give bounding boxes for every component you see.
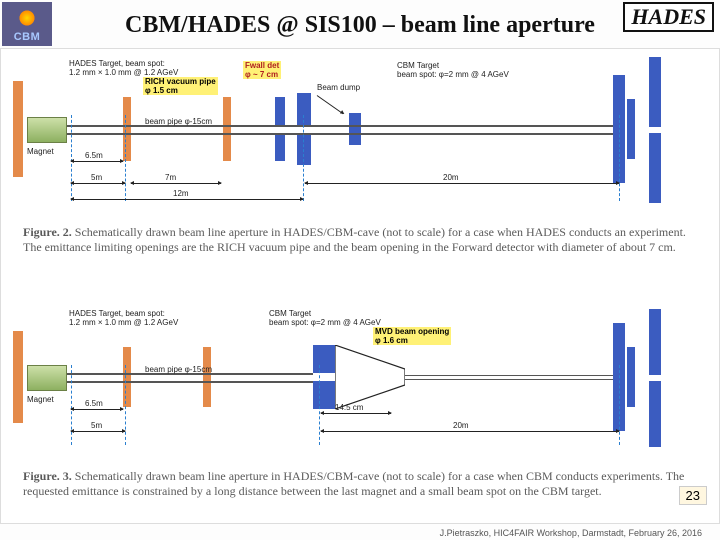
fig2-fwall-label: Fwall detφ ~ 7 cm: [243, 61, 281, 79]
figure-3-caption: Figure. 3. Schematically drawn beam line…: [23, 469, 697, 499]
fig2-dim-6-5m: 6.5m: [85, 151, 103, 160]
fig3-mvd-label: MVD beam openingφ 1.6 cm: [373, 327, 451, 345]
figure-3-caption-text: Schematically drawn beam line aperture i…: [23, 469, 684, 498]
figure-3-caption-bold: Figure. 3.: [23, 469, 72, 483]
fig2-beampipe-label: beam pipe φ-15cm: [145, 117, 212, 126]
fig3-magnet-label: Magnet: [27, 395, 54, 404]
figure-3-diagram: HADES Target, beam spot:1.2 mm × 1.0 mm …: [13, 309, 707, 459]
content-area: HADES Target, beam spot:1.2 mm × 1.0 mm …: [0, 48, 720, 524]
fig2-hades-target-label: HADES Target, beam spot:1.2 mm × 1.0 mm …: [69, 59, 178, 77]
fig3-hades-target-label: HADES Target, beam spot:1.2 mm × 1.0 mm …: [69, 309, 178, 327]
figure-2-caption-bold: Figure. 2.: [23, 225, 72, 239]
fig3-dim-5m: 5m: [91, 421, 102, 430]
fig3-dim-14-5cm: 14.5 cm: [335, 403, 363, 412]
fig2-cbm-target-label: CBM Targetbeam spot: φ=2 mm @ 4 AGeV: [397, 61, 509, 79]
fig3-dim-20m: 20m: [453, 421, 469, 430]
footer-citation: J.Pietraszko, HIC4FAIR Workshop, Darmsta…: [440, 528, 702, 538]
fig2-dim-7m: 7m: [165, 173, 176, 182]
fig2-rich-label: RICH vacuum pipeφ 1.5 cm: [143, 77, 218, 95]
fig3-cbm-target-label: CBM Targetbeam spot: φ=2 mm @ 4 AGeV: [269, 309, 381, 327]
fig2-dim-20m: 20m: [443, 173, 459, 182]
figure-2-caption: Figure. 2. Schematically drawn beam line…: [23, 225, 697, 255]
fig2-beamdump-label: Beam dump: [317, 83, 360, 92]
page-number: 23: [679, 486, 707, 505]
figure-2-diagram: HADES Target, beam spot:1.2 mm × 1.0 mm …: [13, 55, 707, 215]
fig2-dim-12m: 12m: [173, 189, 189, 198]
figure-2-caption-text: Schematically drawn beam line aperture i…: [23, 225, 686, 254]
fig2-dim-5m: 5m: [91, 173, 102, 182]
fig3-dim-6-5m: 6.5m: [85, 399, 103, 408]
slide-title: CBM/HADES @ SIS100 – beam line aperture: [0, 12, 720, 39]
fig3-beampipe-label: beam pipe φ-15cm: [145, 365, 212, 374]
fig2-magnet-label: Magnet: [27, 147, 54, 156]
